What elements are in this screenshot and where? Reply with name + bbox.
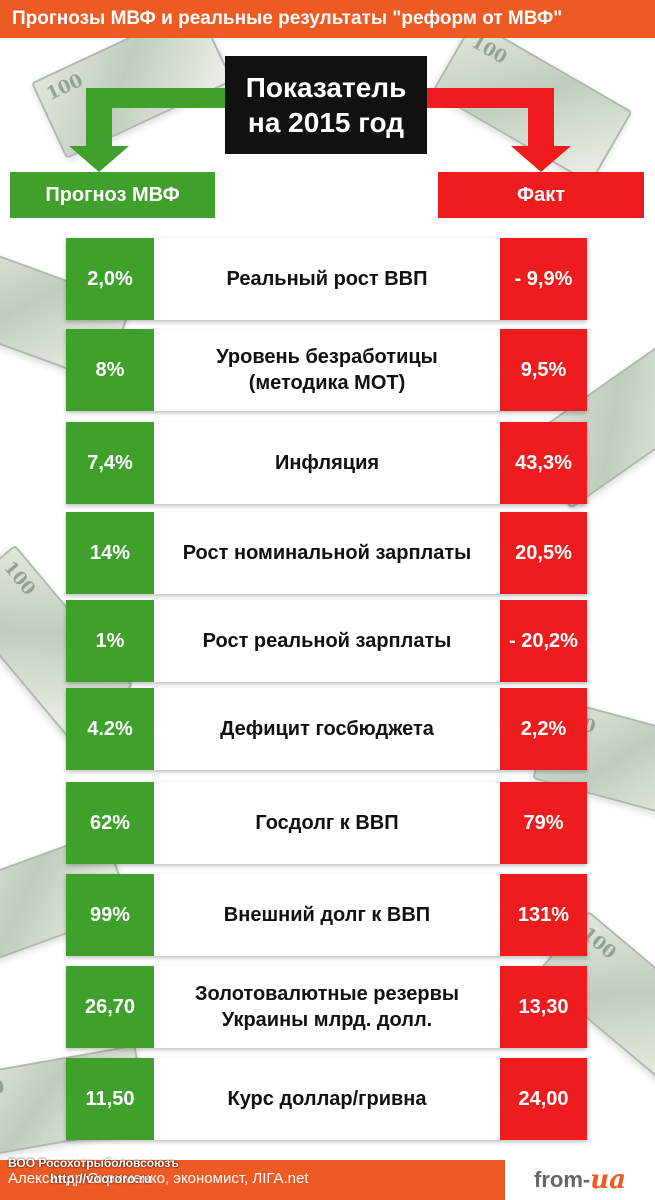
footer-author: Александр Охрименко, экономист, ЛІГА.net	[8, 1170, 309, 1187]
fact-value: 43,3%	[500, 422, 587, 504]
indicator-name: Госдолг к ВВП	[154, 782, 500, 864]
indicator-name: Реальный рост ВВП	[154, 238, 500, 320]
forecast-value: 26,70	[66, 966, 154, 1048]
fact-column-label: Факт	[517, 183, 565, 206]
table-row: 14% Рост номинальной зарплаты 20,5%	[66, 512, 587, 594]
forecast-value: 8%	[66, 329, 154, 411]
fact-value: 131%	[500, 874, 587, 956]
indicator-name: Дефицит госбюджета	[154, 688, 500, 770]
fact-value: 2,2%	[500, 688, 587, 770]
indicator-name: Рост реальной зарплаты	[154, 600, 500, 682]
green-arrow-down-icon	[69, 146, 129, 172]
indicator-name: Курс доллар/гривна	[154, 1058, 500, 1140]
fact-value: 13,30	[500, 966, 587, 1048]
footer-watermark-org: ВОО Росохотрыболовсоюзъ	[8, 1156, 179, 1170]
forecast-value: 1%	[66, 600, 154, 682]
table-row: 11,50 Курс доллар/гривна 24,00	[66, 1058, 587, 1140]
page-title-bar: Прогнозы МВФ и реальные результаты "рефо…	[0, 0, 655, 38]
fact-column-header: Факт	[438, 172, 644, 218]
from-ua-logo: from- ua	[505, 1160, 655, 1200]
indicator-name: Инфляция	[154, 422, 500, 504]
fact-value: - 9,9%	[500, 238, 587, 320]
forecast-value: 4.2%	[66, 688, 154, 770]
table-row: 8% Уровень безработицы (методика МОТ) 9,…	[66, 329, 587, 411]
forecast-column-label: Прогноз МВФ	[45, 183, 180, 206]
forecast-value: 7,4%	[66, 422, 154, 504]
indicator-header-line1: Показатель	[245, 72, 407, 103]
table-row: 2,0% Реальный рост ВВП - 9,9%	[66, 238, 587, 320]
fact-value: - 20,2%	[500, 600, 587, 682]
forecast-value: 11,50	[66, 1058, 154, 1140]
page-title: Прогнозы МВФ и реальные результаты "рефо…	[12, 8, 563, 29]
table-row: 1% Рост реальной зарплаты - 20,2%	[66, 600, 587, 682]
forecast-value: 62%	[66, 782, 154, 864]
indicator-name: Рост номинальной зарплаты	[154, 512, 500, 594]
forecast-value: 99%	[66, 874, 154, 956]
fact-value: 24,00	[500, 1058, 587, 1140]
logo-prefix: from-	[534, 1167, 591, 1192]
indicator-name: Золотовалютные резервы Украины млрд. дол…	[154, 966, 500, 1048]
fact-value: 9,5%	[500, 329, 587, 411]
green-arrow-shaft	[86, 88, 226, 108]
table-row: 7,4% Инфляция 43,3%	[66, 422, 587, 504]
table-row: 26,70 Золотовалютные резервы Украины млр…	[66, 966, 587, 1048]
indicator-header-line2: на 2015 год	[247, 107, 405, 138]
indicator-header-box: Показатель на 2015 год	[225, 56, 427, 154]
table-row: 4.2% Дефицит госбюджета 2,2%	[66, 688, 587, 770]
fact-value: 20,5%	[500, 512, 587, 594]
fact-value: 79%	[500, 782, 587, 864]
indicator-name: Уровень безработицы (методика МОТ)	[154, 329, 500, 411]
forecast-value: 14%	[66, 512, 154, 594]
red-arrow-down-icon	[511, 146, 571, 172]
footer-watermark-url[interactable]: http://voororo.ru	[50, 1171, 152, 1186]
red-arrow-shaft	[427, 88, 549, 108]
logo-accent: ua	[590, 1165, 626, 1195]
table-row: 99% Внешний долг к ВВП 131%	[66, 874, 587, 956]
forecast-value: 2,0%	[66, 238, 154, 320]
forecast-column-header: Прогноз МВФ	[10, 172, 215, 218]
indicator-name: Внешний долг к ВВП	[154, 874, 500, 956]
table-row: 62% Госдолг к ВВП 79%	[66, 782, 587, 864]
